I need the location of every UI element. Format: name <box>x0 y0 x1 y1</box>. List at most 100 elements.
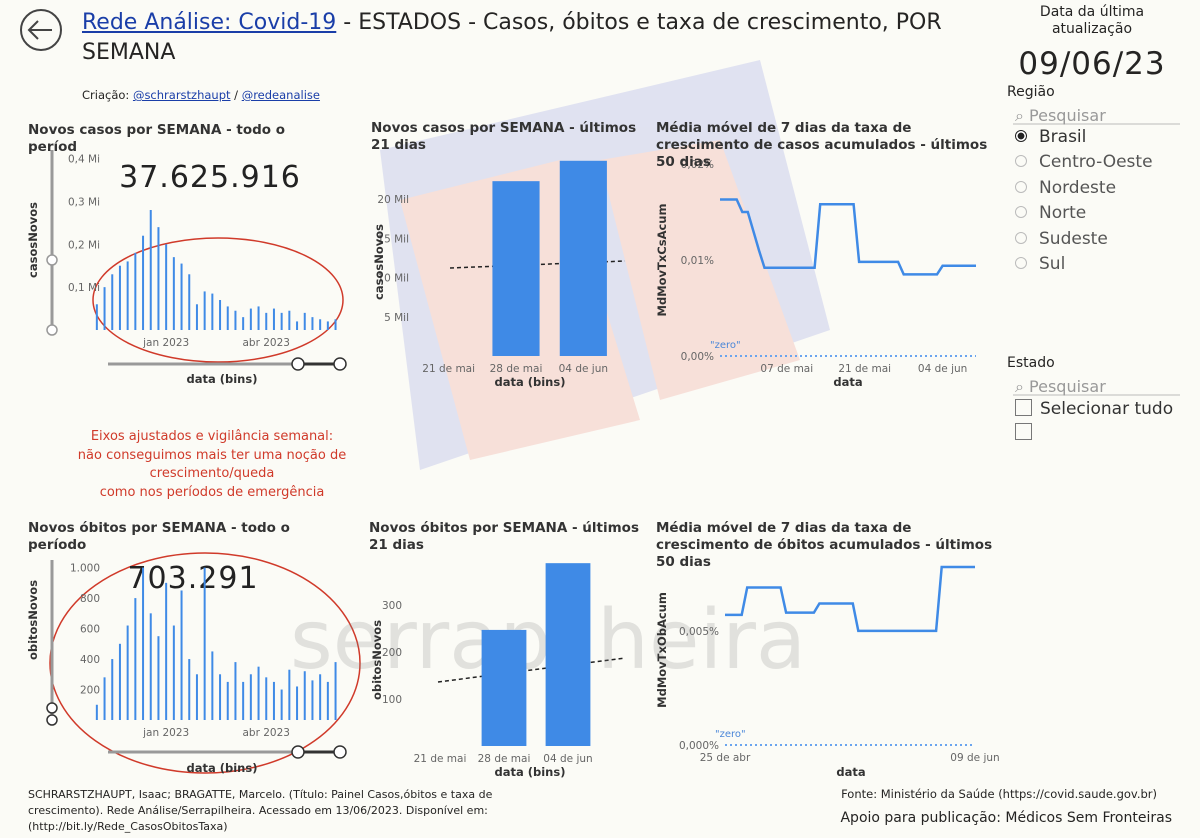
kpi-value: 37.625.916 <box>119 160 301 195</box>
credits: Criação: @schrarstzhaupt / @redeanalise <box>82 88 320 102</box>
bar <box>296 321 299 330</box>
bar <box>180 590 183 720</box>
page-title: Rede Análise: Covid-19 - ESTADOS - Casos… <box>82 8 962 68</box>
bar <box>280 312 283 330</box>
radio-option[interactable]: Centro-Oeste <box>1015 152 1153 172</box>
x-tick-label: abr 2023 <box>243 727 290 739</box>
bar <box>142 567 145 720</box>
bar <box>311 317 314 330</box>
source: Fonte: Ministério da Saúde (https://covi… <box>841 787 1157 801</box>
x-axis-title: data (bins) <box>187 761 258 775</box>
radio-label: Nordeste <box>1039 177 1117 198</box>
radio[interactable] <box>1015 180 1027 193</box>
annotation-line: não conseguimos mais ter uma noção de cr… <box>77 447 347 482</box>
x-tick-label: 21 de mai <box>414 753 467 765</box>
title-link[interactable]: Rede Análise: Covid-19 <box>82 10 337 35</box>
bar <box>257 306 260 330</box>
bar <box>242 317 245 330</box>
annotation: Eixos ajustados e vigilância semanal: não… <box>22 428 402 502</box>
bar <box>103 287 106 330</box>
filter-title: Estado <box>1007 355 1055 371</box>
chart-title: Novos óbitos por SEMANA - últimos 21 dia… <box>369 520 639 553</box>
slider-handle[interactable] <box>46 714 58 726</box>
bar <box>195 304 198 330</box>
slider-handle[interactable] <box>46 702 58 714</box>
y-tick-label: 1.000 <box>70 563 100 575</box>
annotation-line: Eixos ajustados e vigilância semanal: <box>90 429 334 444</box>
bar <box>326 681 329 720</box>
x-tick-label: 25 de abr <box>700 752 751 764</box>
chart-title: Novos casos por SEMANA - últimos 21 dias <box>371 120 637 153</box>
title-text: - ESTADOS - Casos, óbitos e taxa de cres… <box>82 10 942 65</box>
y-tick-label: 0,4 Mi <box>68 154 100 166</box>
bar <box>288 310 291 330</box>
y-tick-label: 400 <box>80 654 100 666</box>
bar <box>219 300 222 330</box>
y-tick-label: 200 <box>80 685 100 697</box>
x-tick-label: 04 de jun <box>543 753 592 765</box>
bar <box>280 689 283 720</box>
y-axis-title: MdMovTxObAcum <box>655 592 669 708</box>
radio-option[interactable]: Sudeste <box>1015 229 1108 249</box>
search-placeholder: Pesquisar <box>1029 106 1106 125</box>
support: Apoio para publicação: Médicos Sem Front… <box>840 810 1172 826</box>
radio[interactable] <box>1015 257 1027 269</box>
search-box[interactable]: ⌕ Pesquisar <box>1015 377 1106 396</box>
credit-link[interactable]: @schrarstzhaupt <box>132 88 231 102</box>
line <box>720 198 976 276</box>
y-tick-label: 0,3 Mi <box>68 196 100 208</box>
chart-title: Novos óbitos por SEMANA - todo o período <box>28 520 290 553</box>
radio[interactable] <box>1015 130 1027 142</box>
bar <box>149 210 152 330</box>
bar <box>326 321 329 330</box>
filter-title: Região <box>1007 84 1055 100</box>
bar <box>195 674 198 720</box>
radio[interactable] <box>1015 155 1027 168</box>
select-all[interactable]: Selecionar tudo <box>1015 399 1173 419</box>
bar <box>296 686 299 720</box>
bar <box>319 319 322 330</box>
bar <box>234 662 237 720</box>
radio-option[interactable]: Norte <box>1015 203 1086 223</box>
back-button[interactable] <box>20 9 62 51</box>
x-tick-label: jan 2023 <box>142 727 189 739</box>
bar <box>334 319 337 330</box>
annotation-line: como nos períodos de emergência <box>99 484 325 500</box>
checkbox[interactable] <box>1015 423 1032 440</box>
bar <box>111 274 114 330</box>
update-date: 09/06/23 <box>1018 46 1166 82</box>
bar <box>134 598 137 720</box>
radio[interactable] <box>1015 231 1027 244</box>
slider-handle[interactable] <box>333 357 347 371</box>
y-tick-label: 600 <box>80 624 100 636</box>
reference-label: "zero" <box>710 340 741 351</box>
bar <box>545 563 591 746</box>
bar <box>559 160 607 356</box>
bar <box>203 567 206 720</box>
bar <box>288 669 291 720</box>
y-tick-label: 200 <box>382 647 402 659</box>
bar <box>126 625 129 720</box>
checkbox[interactable] <box>1015 399 1032 416</box>
x-tick-label: jan 2023 <box>142 337 189 349</box>
bar <box>211 651 214 720</box>
x-tick-label: 09 de jun <box>950 752 999 764</box>
x-axis-title: data (bins) <box>495 375 566 389</box>
bar <box>226 681 229 720</box>
slider-handle[interactable] <box>291 357 305 371</box>
slicers <box>46 150 347 759</box>
search-box[interactable]: ⌕ Pesquisar <box>1015 106 1106 125</box>
radio-option[interactable]: Brasil <box>1015 127 1086 147</box>
credit-link[interactable]: @redeanalise <box>241 88 320 102</box>
slider-handle[interactable] <box>46 254 58 266</box>
radio-option[interactable]: Nordeste <box>1015 178 1116 198</box>
slider-handle[interactable] <box>333 745 347 759</box>
highlight-ellipse <box>92 237 344 363</box>
radio-option[interactable]: Sul <box>1015 254 1065 274</box>
slider-handle[interactable] <box>291 745 305 759</box>
y-axis-title: obitosNovos <box>26 580 40 660</box>
radio[interactable] <box>1015 206 1027 219</box>
slider-handle[interactable] <box>46 324 58 336</box>
